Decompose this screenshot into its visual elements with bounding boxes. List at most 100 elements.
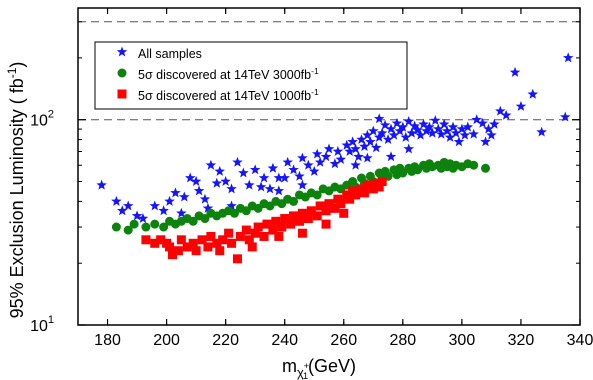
data-point-star: [117, 205, 128, 216]
legend-marker-symbol: [117, 68, 127, 78]
data-point-star: [385, 123, 397, 134]
data-point-square: [268, 225, 278, 235]
data-point-square: [215, 246, 225, 256]
data-point-square: [212, 238, 222, 248]
legend-label-all-samples: All samples: [138, 47, 202, 61]
data-point-star: [444, 131, 456, 142]
data-point-circle: [312, 190, 322, 200]
data-point-square: [321, 219, 331, 229]
data-point-circle: [230, 208, 240, 218]
data-point-star: [282, 156, 293, 167]
data-point-star: [179, 191, 190, 202]
y-tick-label-base: 10: [30, 318, 48, 335]
data-point-star: [255, 181, 267, 192]
data-point-star: [249, 164, 261, 175]
legend-label-1000fb-text: 5σ discovered at 14TeV 1000fb: [138, 89, 311, 103]
data-point-square: [259, 231, 269, 241]
data-point-star: [403, 143, 414, 154]
data-points: [96, 52, 574, 264]
data-point-square: [277, 222, 287, 232]
data-point-square: [235, 231, 245, 241]
data-point-star: [335, 153, 347, 164]
data-point-star: [562, 52, 574, 63]
data-point-square: [218, 235, 228, 245]
data-point-star: [391, 117, 403, 128]
data-point-star: [273, 172, 285, 183]
data-point-star: [527, 88, 538, 99]
legend-label-1000fb-sup: -1: [311, 87, 319, 97]
data-point-square: [286, 219, 296, 229]
data-point-star: [400, 131, 412, 142]
legend-marker-symbol: [117, 89, 127, 99]
data-point-star: [486, 129, 497, 140]
data-point-star: [323, 143, 335, 154]
data-point-square: [232, 254, 242, 264]
data-point-star: [309, 165, 320, 176]
data-point-star: [273, 185, 285, 196]
data-point-circle: [469, 160, 479, 170]
data-point-star: [468, 128, 479, 139]
data-point-star: [111, 195, 122, 206]
data-point-star: [193, 185, 205, 196]
data-point-star: [131, 210, 143, 221]
legend-box: [94, 41, 408, 110]
x-tick-label: 180: [94, 332, 121, 349]
data-point-square: [247, 242, 257, 252]
data-point-star: [353, 151, 364, 162]
data-point-star: [184, 172, 196, 183]
data-point-square: [336, 199, 346, 209]
legend-label-3000fb-sup: -1: [311, 66, 319, 76]
y-tick-label-exponent: 2: [48, 109, 54, 121]
data-point-square: [227, 238, 237, 248]
data-point-square: [297, 228, 307, 238]
x-tick-label: 260: [330, 332, 357, 349]
data-point-square: [345, 194, 355, 204]
data-point-star: [379, 119, 391, 130]
y-axis-label-close: ): [7, 62, 27, 68]
data-point-star: [170, 187, 181, 198]
data-point-star: [376, 127, 388, 138]
data-point-star: [329, 158, 341, 169]
x-tick-label: 300: [449, 332, 476, 349]
legend-label-1000fb: 5σ discovered at 14TeV 1000fb-1: [138, 87, 319, 103]
data-point-star: [96, 179, 107, 190]
x-axis-label-chi-sub: 1: [303, 371, 308, 380]
data-point-star: [388, 129, 400, 140]
legend-label-3000fb: 5σ discovered at 14TeV 3000fb-1: [138, 66, 319, 82]
legend-label-3000fb-text: 5σ discovered at 14TeV 3000fb: [138, 68, 311, 82]
data-point-square: [253, 222, 263, 232]
data-point-star: [297, 179, 308, 190]
data-point-star: [433, 123, 444, 134]
data-point-circle: [129, 219, 139, 229]
data-point-star: [362, 129, 373, 140]
x-axis-label-chi-sup: +: [304, 361, 309, 371]
data-point-star: [164, 195, 175, 206]
data-point-square: [206, 231, 216, 241]
data-point-star: [320, 151, 332, 162]
data-point-star: [471, 114, 482, 125]
data-point-square: [359, 188, 369, 198]
data-point-square: [289, 211, 299, 221]
x-tick-label: 220: [212, 332, 239, 349]
data-point-square: [280, 214, 290, 224]
data-point-star: [450, 127, 462, 138]
data-point-circle: [111, 222, 121, 232]
data-point-star: [149, 200, 161, 211]
data-point-star: [536, 126, 547, 137]
data-point-square: [312, 211, 322, 221]
data-point-star: [412, 124, 423, 135]
y-axis-label: 95% Exclusion Luminosity ( fb-1): [5, 62, 27, 319]
x-tick-label: 280: [389, 332, 416, 349]
data-point-square: [297, 208, 307, 218]
data-point-star: [211, 177, 223, 188]
data-point-square: [173, 246, 183, 256]
data-point-star: [509, 66, 521, 77]
data-point-square: [294, 216, 304, 226]
data-point-star: [397, 121, 409, 132]
data-point-star: [382, 134, 394, 145]
data-point-star: [238, 167, 249, 178]
data-point-square: [262, 219, 272, 229]
data-point-star: [441, 125, 453, 136]
data-point-star: [368, 125, 379, 136]
